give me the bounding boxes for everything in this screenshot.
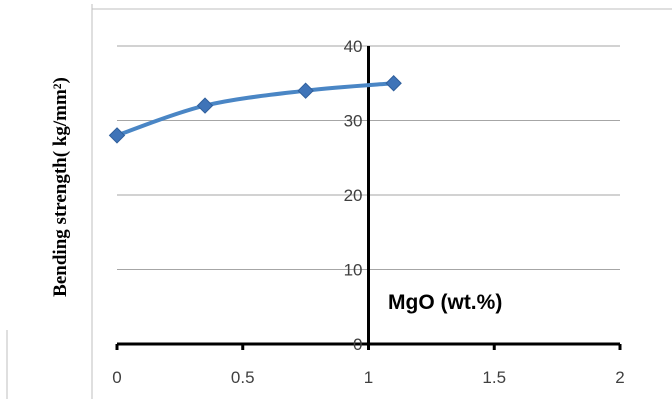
- y-tick-label-40: 40: [344, 37, 363, 56]
- y-axis-label: Bending strength( kg/mm²): [50, 77, 71, 297]
- y-tick-label-20: 20: [344, 186, 363, 205]
- y-tick-label-30: 30: [344, 112, 363, 131]
- x-axis-label: MgO (wt.%): [388, 291, 502, 314]
- x-tick-label-0: 0: [112, 368, 121, 387]
- x-tick-label-2: 2: [615, 368, 624, 387]
- data-point-0: [108, 127, 126, 144]
- x-tick-label-0.5: 0.5: [231, 368, 255, 387]
- data-point-3: [385, 75, 402, 92]
- y-tick-label-10: 10: [344, 261, 363, 280]
- series-group: [108, 75, 402, 144]
- data-point-1: [196, 97, 214, 114]
- series-line-0: [116, 81, 394, 138]
- x-tick-label-1.5: 1.5: [482, 368, 506, 387]
- axes: [115, 46, 622, 350]
- x-tick-labels: 0 0.5 1 1.5 2: [112, 368, 624, 387]
- data-point-2: [297, 82, 314, 99]
- y-tick-labels: 0 10 20 30 40: [344, 37, 363, 354]
- y-tick-label-0: 0: [353, 335, 362, 354]
- x-tick-label-1: 1: [364, 368, 373, 387]
